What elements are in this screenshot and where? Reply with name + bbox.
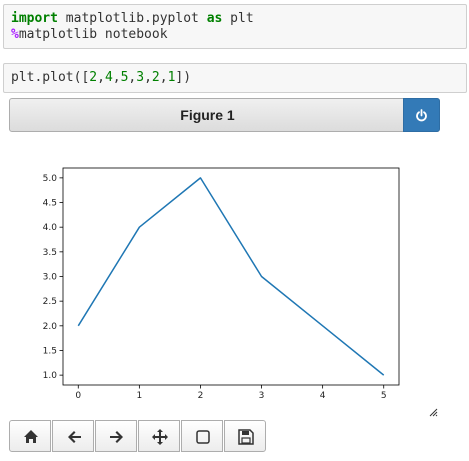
code-token: , — [112, 70, 121, 85]
y-tick-label: 1.0 — [43, 371, 58, 381]
back-button[interactable] — [52, 420, 94, 452]
code-token: , — [144, 70, 152, 85]
y-tick-label: 5.0 — [43, 174, 58, 184]
x-tick-label: 3 — [259, 391, 265, 401]
home-icon — [24, 430, 38, 443]
figure-toolbar — [9, 420, 267, 452]
series-line — [77, 177, 385, 376]
x-tick-label: 5 — [381, 391, 387, 401]
power-icon — [416, 109, 427, 122]
code-cell-plot[interactable]: plt.plot([2,4,5,3,2,1]) — [3, 63, 467, 93]
figure-header: Figure 1 — [9, 98, 440, 132]
x-tick-label: 4 — [320, 391, 326, 401]
code-token: plt.plot( — [11, 70, 82, 85]
move-icon — [152, 429, 168, 445]
code-token: 2 — [151, 70, 160, 85]
code-token: 5 — [120, 70, 129, 85]
code-token: ]) — [175, 70, 192, 85]
code-token: , — [128, 70, 137, 85]
square-icon — [196, 430, 210, 444]
code-token: % — [11, 27, 19, 42]
pan-button[interactable] — [138, 420, 180, 452]
y-tick-label: 1.5 — [43, 346, 57, 356]
x-tick-label: 0 — [75, 391, 81, 401]
code-token: as — [206, 11, 223, 26]
x-tick-label: 1 — [136, 391, 142, 401]
code-line: %matplotlib notebook — [11, 27, 459, 43]
code-line: plt.plot([2,4,5,3,2,1]) — [11, 70, 459, 86]
y-tick-label: 3.5 — [43, 248, 57, 258]
code-token: , — [159, 70, 168, 85]
code-token: 4 — [104, 70, 113, 85]
code-token: 1 — [167, 70, 176, 85]
figure-title: Figure 1 — [180, 107, 235, 123]
y-tick-label: 2.5 — [43, 297, 57, 307]
y-tick-label: 4.5 — [43, 199, 57, 209]
code-token: [ — [81, 70, 90, 85]
floppy-icon — [238, 429, 254, 445]
close-figure-button[interactable] — [403, 98, 440, 132]
resize-handle-icon[interactable] — [428, 407, 438, 417]
code-token: 3 — [136, 70, 145, 85]
code-token: matplotlib notebook — [18, 27, 168, 42]
zoom-button[interactable] — [181, 420, 223, 452]
x-tick-label: 2 — [198, 391, 204, 401]
code-line: import matplotlib.pyplot as plt — [11, 11, 459, 27]
arrow-left-icon — [68, 431, 81, 443]
y-tick-label: 3.0 — [43, 273, 58, 283]
code-token: matplotlib.pyplot — [57, 11, 207, 26]
home-button[interactable] — [9, 420, 51, 452]
code-token: import — [11, 11, 58, 26]
y-tick-label: 4.0 — [43, 223, 58, 233]
plot-area — [62, 167, 400, 386]
code-cell-import[interactable]: import matplotlib.pyplot as plt %matplotl… — [3, 4, 467, 49]
y-tick-label: 2.0 — [43, 322, 58, 332]
forward-button[interactable] — [95, 420, 137, 452]
code-token: , — [97, 70, 105, 85]
arrow-right-icon — [110, 431, 123, 443]
save-button[interactable] — [224, 420, 266, 452]
code-token: 2 — [89, 70, 98, 85]
code-token: plt — [222, 11, 254, 26]
